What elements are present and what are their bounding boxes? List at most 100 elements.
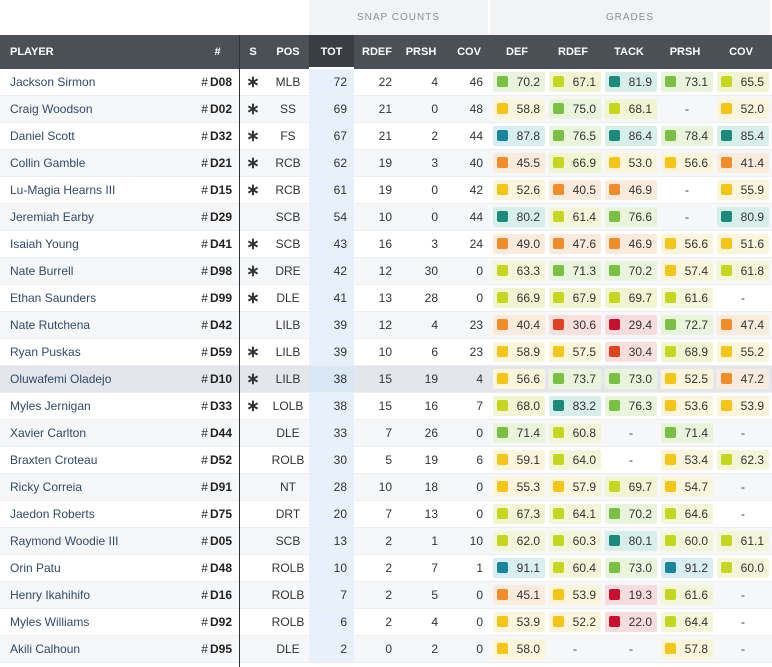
table-row[interactable]: Myles Williams # D92 ROLB 6 2 4 0 53.9 52.2 22.0 64… [0,609,772,636]
table-row[interactable]: Nate Burrell # D98 ∗ DRE 42 12 30 0 63.3 71.3 70.2 5… [0,258,772,285]
table-row[interactable]: Ryan Puskas # D59 ∗ LILB 39 10 6 23 58.9 57.5 30.4 6… [0,339,772,366]
col-total-snaps[interactable]: TOT [309,35,354,69]
grade-tackling-cell: 29.4 [605,315,657,335]
total-snaps: 33 [333,426,347,440]
table-row[interactable]: Daniel Scott # D32 ∗ FS 67 21 2 44 87.8 76.5 86.4 78… [0,123,772,150]
grade-value: 76.5 [572,129,596,143]
position: FS [280,129,296,143]
grade-coverage-cell: 41.4 [717,153,769,173]
player-name-link[interactable]: Xavier Carlton [10,426,87,440]
grade-value: 53.9 [516,615,540,629]
position: RCB [275,156,301,170]
position: ROLB [271,615,305,629]
grade-run-defense-cell: 64.1 [549,504,601,524]
table-row[interactable]: Braxten Croteau # D52 ROLB 30 5 19 6 59.1 64.0 - 53… [0,447,772,474]
player-name-link[interactable]: Jeremiah Earby [10,210,95,224]
pass-rush-snaps: 7 [431,561,438,575]
coverage-snaps: 0 [476,507,483,521]
table-row[interactable]: Akili Calhoun # D95 DLE 2 0 2 0 58.0 - - 57.8 - [0,636,772,663]
table-row[interactable]: Henry Ikahihifo # D16 ROLB 7 2 5 0 45.1 53.9 19.3 6… [0,582,772,609]
player-name-link[interactable]: Craig Woodson [10,102,93,116]
player-name-link[interactable]: Ricky Correia [10,480,83,494]
tot-column-shade [309,555,354,581]
grade-value: 59.1 [516,453,540,467]
player-name-link[interactable]: Nate Rutchena [10,318,91,332]
col-coverage-snaps[interactable]: COV [457,46,481,58]
grade-coverage-cell: 60.0 [717,558,769,578]
total-snaps: 30 [333,453,347,467]
grade-value: 55.9 [740,183,764,197]
table-row[interactable]: Raymond Woodie III # D05 SCB 13 2 1 10 62.0 60.3 8… [0,528,772,555]
player-name-link[interactable]: Raymond Woodie III [10,534,119,548]
table-row[interactable]: Jeremiah Earby # D29 SCB 54 10 0 44 80.2 61.4 76.6… [0,204,772,231]
grade-color-swatch [553,103,564,114]
col-grade-coverage[interactable]: COV [729,46,753,58]
player-name-link[interactable]: Ryan Puskas [10,345,81,359]
player-name-link[interactable]: Henry Ikahihifo [10,588,91,602]
player-name-link[interactable]: Lu-Magia Hearns III [10,183,116,197]
grade-value: 68.9 [684,345,708,359]
grade-pass-rush-cell: 72.7 [661,315,713,335]
table-row[interactable]: Xavier Carlton # D44 DLE 33 7 26 0 71.4 60.8 - 71.4… [0,420,772,447]
table-row[interactable]: Isaiah Young # D41 ∗ SCB 43 16 3 24 49.0 47.6 46.9 5… [0,231,772,258]
grade-color-swatch [497,103,508,114]
jersey-number: # D21 [180,150,232,176]
player-name-link[interactable]: Oluwafemi Oladejo [10,372,112,386]
col-grade-tackling[interactable]: TACK [614,46,644,58]
run-defense-snaps: 2 [385,588,392,602]
player-name-link[interactable]: Akili Calhoun [10,642,81,656]
player-name-link[interactable]: Nate Burrell [10,264,74,278]
col-run-defense-snaps[interactable]: RDEF [362,46,392,58]
player-name-link[interactable]: Myles Williams [10,615,90,629]
col-player[interactable]: PLAYER [10,46,54,58]
grade-color-swatch [553,589,564,600]
col-position[interactable]: POS [276,46,300,58]
player-name-link[interactable]: Orin Patu [10,561,61,575]
position: SS [279,102,296,116]
table-row[interactable]: Lu-Magia Hearns III # D15 ∗ RCB 61 19 0 42 52.6 40… [0,177,772,204]
jersey-number-value: D16 [209,588,232,602]
player-name-link[interactable]: Isaiah Young [10,237,79,251]
col-grade-run-defense[interactable]: RDEF [558,46,588,58]
col-starter[interactable]: S [249,46,257,58]
grade-value: 47.6 [572,237,596,251]
table-row[interactable]: Collin Gamble # D21 ∗ RCB 62 19 3 40 45.5 66.9 53.0… [0,150,772,177]
table-row[interactable]: Myles Jernigan # D33 ∗ LOLB 38 15 16 7 68.0 83.2 76… [0,393,772,420]
grade-color-swatch [609,265,620,276]
jersey-number: # D29 [180,204,232,230]
table-row[interactable]: Craig Woodson # D02 ∗ SS 69 21 0 48 58.8 75.0 68.1 -… [0,96,772,123]
col-number[interactable]: # [214,46,221,58]
grade-value: 60.8 [572,426,596,440]
position: DLE [276,642,300,656]
table-row[interactable]: Nate Rutchena # D42 LILB 39 12 4 23 40.4 30.6 29.4… [0,312,772,339]
grade-color-swatch [553,454,564,465]
player-name-link[interactable]: Jaedon Roberts [10,507,95,521]
jersey-hash: # [201,318,208,332]
tot-column-shade [309,258,354,284]
grade-value: 73.0 [628,561,652,575]
grade-tackling-cell: 46.9 [605,234,657,254]
grade-defense-cell: 53.9 [493,612,545,632]
table-row[interactable]: Oluwafemi Oladejo # D10 ∗ LILB 38 15 19 4 56.6 73.… [0,366,772,393]
player-name-link[interactable]: Braxten Croteau [10,453,98,467]
total-snaps: 39 [333,318,347,332]
col-grade-defense[interactable]: DEF [506,46,528,58]
grade-pass-rush-cell: 53.4 [661,450,713,470]
grade-color-swatch [497,427,508,438]
table-row[interactable]: Ricky Correia # D91 NT 28 10 18 0 55.3 57.9 69.7 54… [0,474,772,501]
grade-color-swatch [721,400,732,411]
grade-value: 68.0 [516,399,540,413]
player-name-link[interactable]: Myles Jernigan [10,399,91,413]
player-name-link[interactable]: Ethan Saunders [10,291,97,305]
table-row[interactable]: Jackson Sirmon # D08 ∗ MLB 72 22 4 46 70.2 67.1 81.… [0,69,772,96]
grade-color-swatch [553,373,564,384]
table-row[interactable]: Ethan Saunders # D99 ∗ DLE 41 13 28 0 66.9 67.9 69.… [0,285,772,312]
player-name-link[interactable]: Jackson Sirmon [10,75,96,89]
table-row[interactable]: Jaedon Roberts # D75 DRT 20 7 13 0 67.3 64.1 70.2 6… [0,501,772,528]
col-grade-pass-rush[interactable]: PRSH [669,46,701,58]
jersey-number: # D08 [180,69,232,95]
player-name-link[interactable]: Collin Gamble [10,156,86,170]
col-pass-rush-snaps[interactable]: PRSH [405,46,437,58]
table-row[interactable]: Orin Patu # D48 ROLB 10 2 7 1 91.1 60.4 73.0 91.2 60… [0,555,772,582]
player-name-link[interactable]: Daniel Scott [10,129,75,143]
